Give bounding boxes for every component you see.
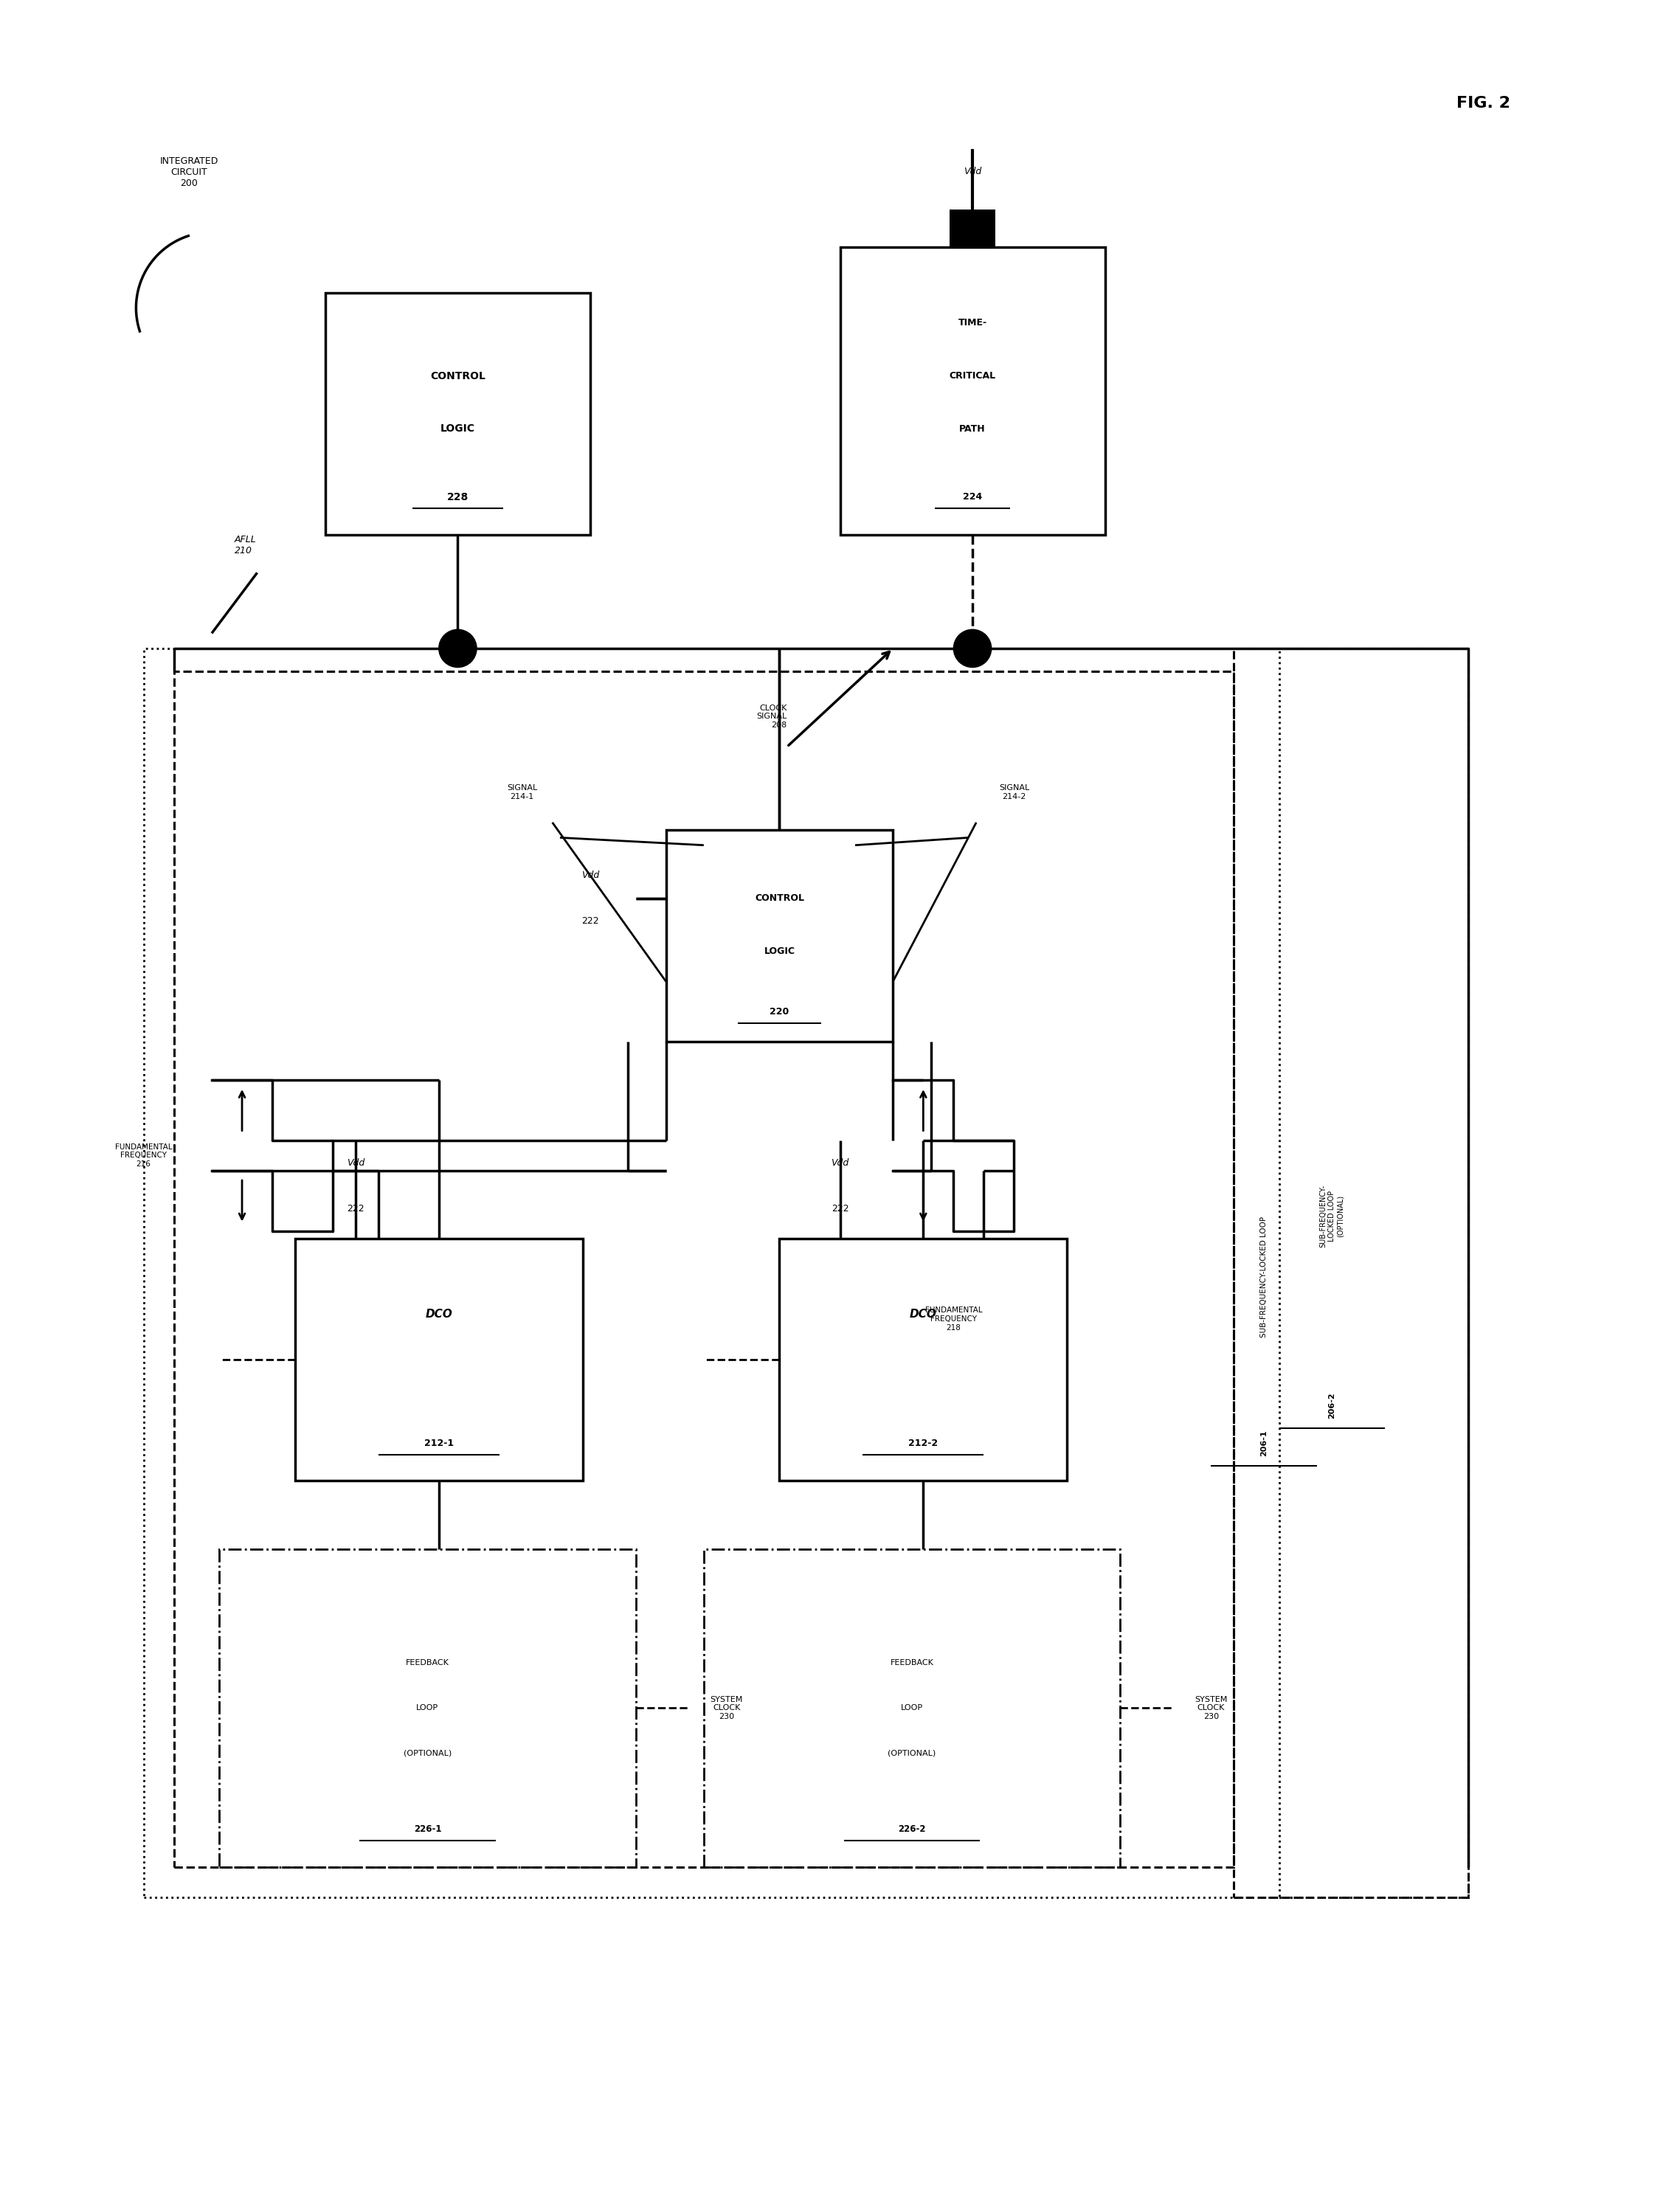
Bar xyxy=(296,1239,583,1482)
Text: LOGIC: LOGIC xyxy=(440,423,475,434)
Text: CONTROL: CONTROL xyxy=(430,370,486,381)
Text: DCO: DCO xyxy=(425,1310,452,1321)
Bar xyxy=(175,670,1233,1868)
Text: 222: 222 xyxy=(832,1204,848,1213)
Text: AFLL
210: AFLL 210 xyxy=(235,536,257,556)
Bar xyxy=(220,1550,635,1868)
Text: (OPTIONAL): (OPTIONAL) xyxy=(403,1751,452,1757)
Text: 226-2: 226-2 xyxy=(899,1824,926,1835)
Bar xyxy=(1278,648,1468,1896)
Text: INTEGRATED
CIRCUIT
200: INTEGRATED CIRCUIT 200 xyxy=(160,157,218,187)
Text: LOGIC: LOGIC xyxy=(764,946,795,957)
Text: 212-2: 212-2 xyxy=(909,1438,937,1449)
Text: FUNDAMENTAL
FREQUENCY
216: FUNDAMENTAL FREQUENCY 216 xyxy=(114,1142,173,1169)
Text: Vdd: Vdd xyxy=(832,1158,848,1169)
Text: 220: 220 xyxy=(769,1008,790,1017)
Bar xyxy=(1233,648,1468,1896)
Text: FUNDAMENTAL
FREQUENCY
218: FUNDAMENTAL FREQUENCY 218 xyxy=(926,1308,983,1332)
Text: Vdd: Vdd xyxy=(964,168,981,176)
Text: LOOP: LOOP xyxy=(900,1704,922,1711)
Bar xyxy=(780,1239,1067,1482)
Text: SYSTEM
CLOCK
230: SYSTEM CLOCK 230 xyxy=(1194,1696,1228,1720)
Text: DCO: DCO xyxy=(909,1310,937,1321)
Text: CLOCK
SIGNAL
208: CLOCK SIGNAL 208 xyxy=(756,703,786,730)
Text: 222: 222 xyxy=(346,1204,365,1213)
Text: SIGNAL
214-2: SIGNAL 214-2 xyxy=(1000,785,1030,800)
Text: LOOP: LOOP xyxy=(417,1704,438,1711)
Text: SIGNAL
214-1: SIGNAL 214-1 xyxy=(507,785,538,800)
Text: 212-1: 212-1 xyxy=(423,1438,454,1449)
Circle shape xyxy=(954,628,991,668)
Bar xyxy=(326,293,590,536)
Text: 224: 224 xyxy=(963,492,983,503)
Text: SUB-FREQUENCY-
LOCKED LOOP
(OPTIONAL): SUB-FREQUENCY- LOCKED LOOP (OPTIONAL) xyxy=(1320,1184,1344,1248)
Text: 206-1: 206-1 xyxy=(1260,1429,1268,1455)
Text: PATH: PATH xyxy=(959,423,986,434)
Text: CONTROL: CONTROL xyxy=(754,893,805,904)
Bar xyxy=(840,247,1105,536)
Circle shape xyxy=(438,628,477,668)
Bar xyxy=(143,648,1468,1896)
Bar xyxy=(704,1550,1121,1868)
Text: FEEDBACK: FEEDBACK xyxy=(890,1658,934,1667)
Bar xyxy=(949,209,995,247)
Text: 222: 222 xyxy=(964,212,981,223)
Text: TIME-: TIME- xyxy=(958,318,986,329)
Text: 226-1: 226-1 xyxy=(413,1824,442,1835)
Text: CRITICAL: CRITICAL xyxy=(949,370,996,381)
Text: SUB-FREQUENCY-LOCKED LOOP: SUB-FREQUENCY-LOCKED LOOP xyxy=(1260,1215,1268,1336)
Text: (OPTIONAL): (OPTIONAL) xyxy=(887,1751,936,1757)
Text: FIG. 2: FIG. 2 xyxy=(1457,97,1510,110)
Text: 222: 222 xyxy=(581,915,600,926)
Text: Vdd: Vdd xyxy=(346,1158,365,1169)
Text: 206-2: 206-2 xyxy=(1329,1391,1336,1418)
Bar xyxy=(665,829,894,1043)
Text: FEEDBACK: FEEDBACK xyxy=(407,1658,449,1667)
Text: SYSTEM
CLOCK
230: SYSTEM CLOCK 230 xyxy=(711,1696,743,1720)
Text: 228: 228 xyxy=(447,492,469,503)
Text: Vdd: Vdd xyxy=(581,871,600,880)
